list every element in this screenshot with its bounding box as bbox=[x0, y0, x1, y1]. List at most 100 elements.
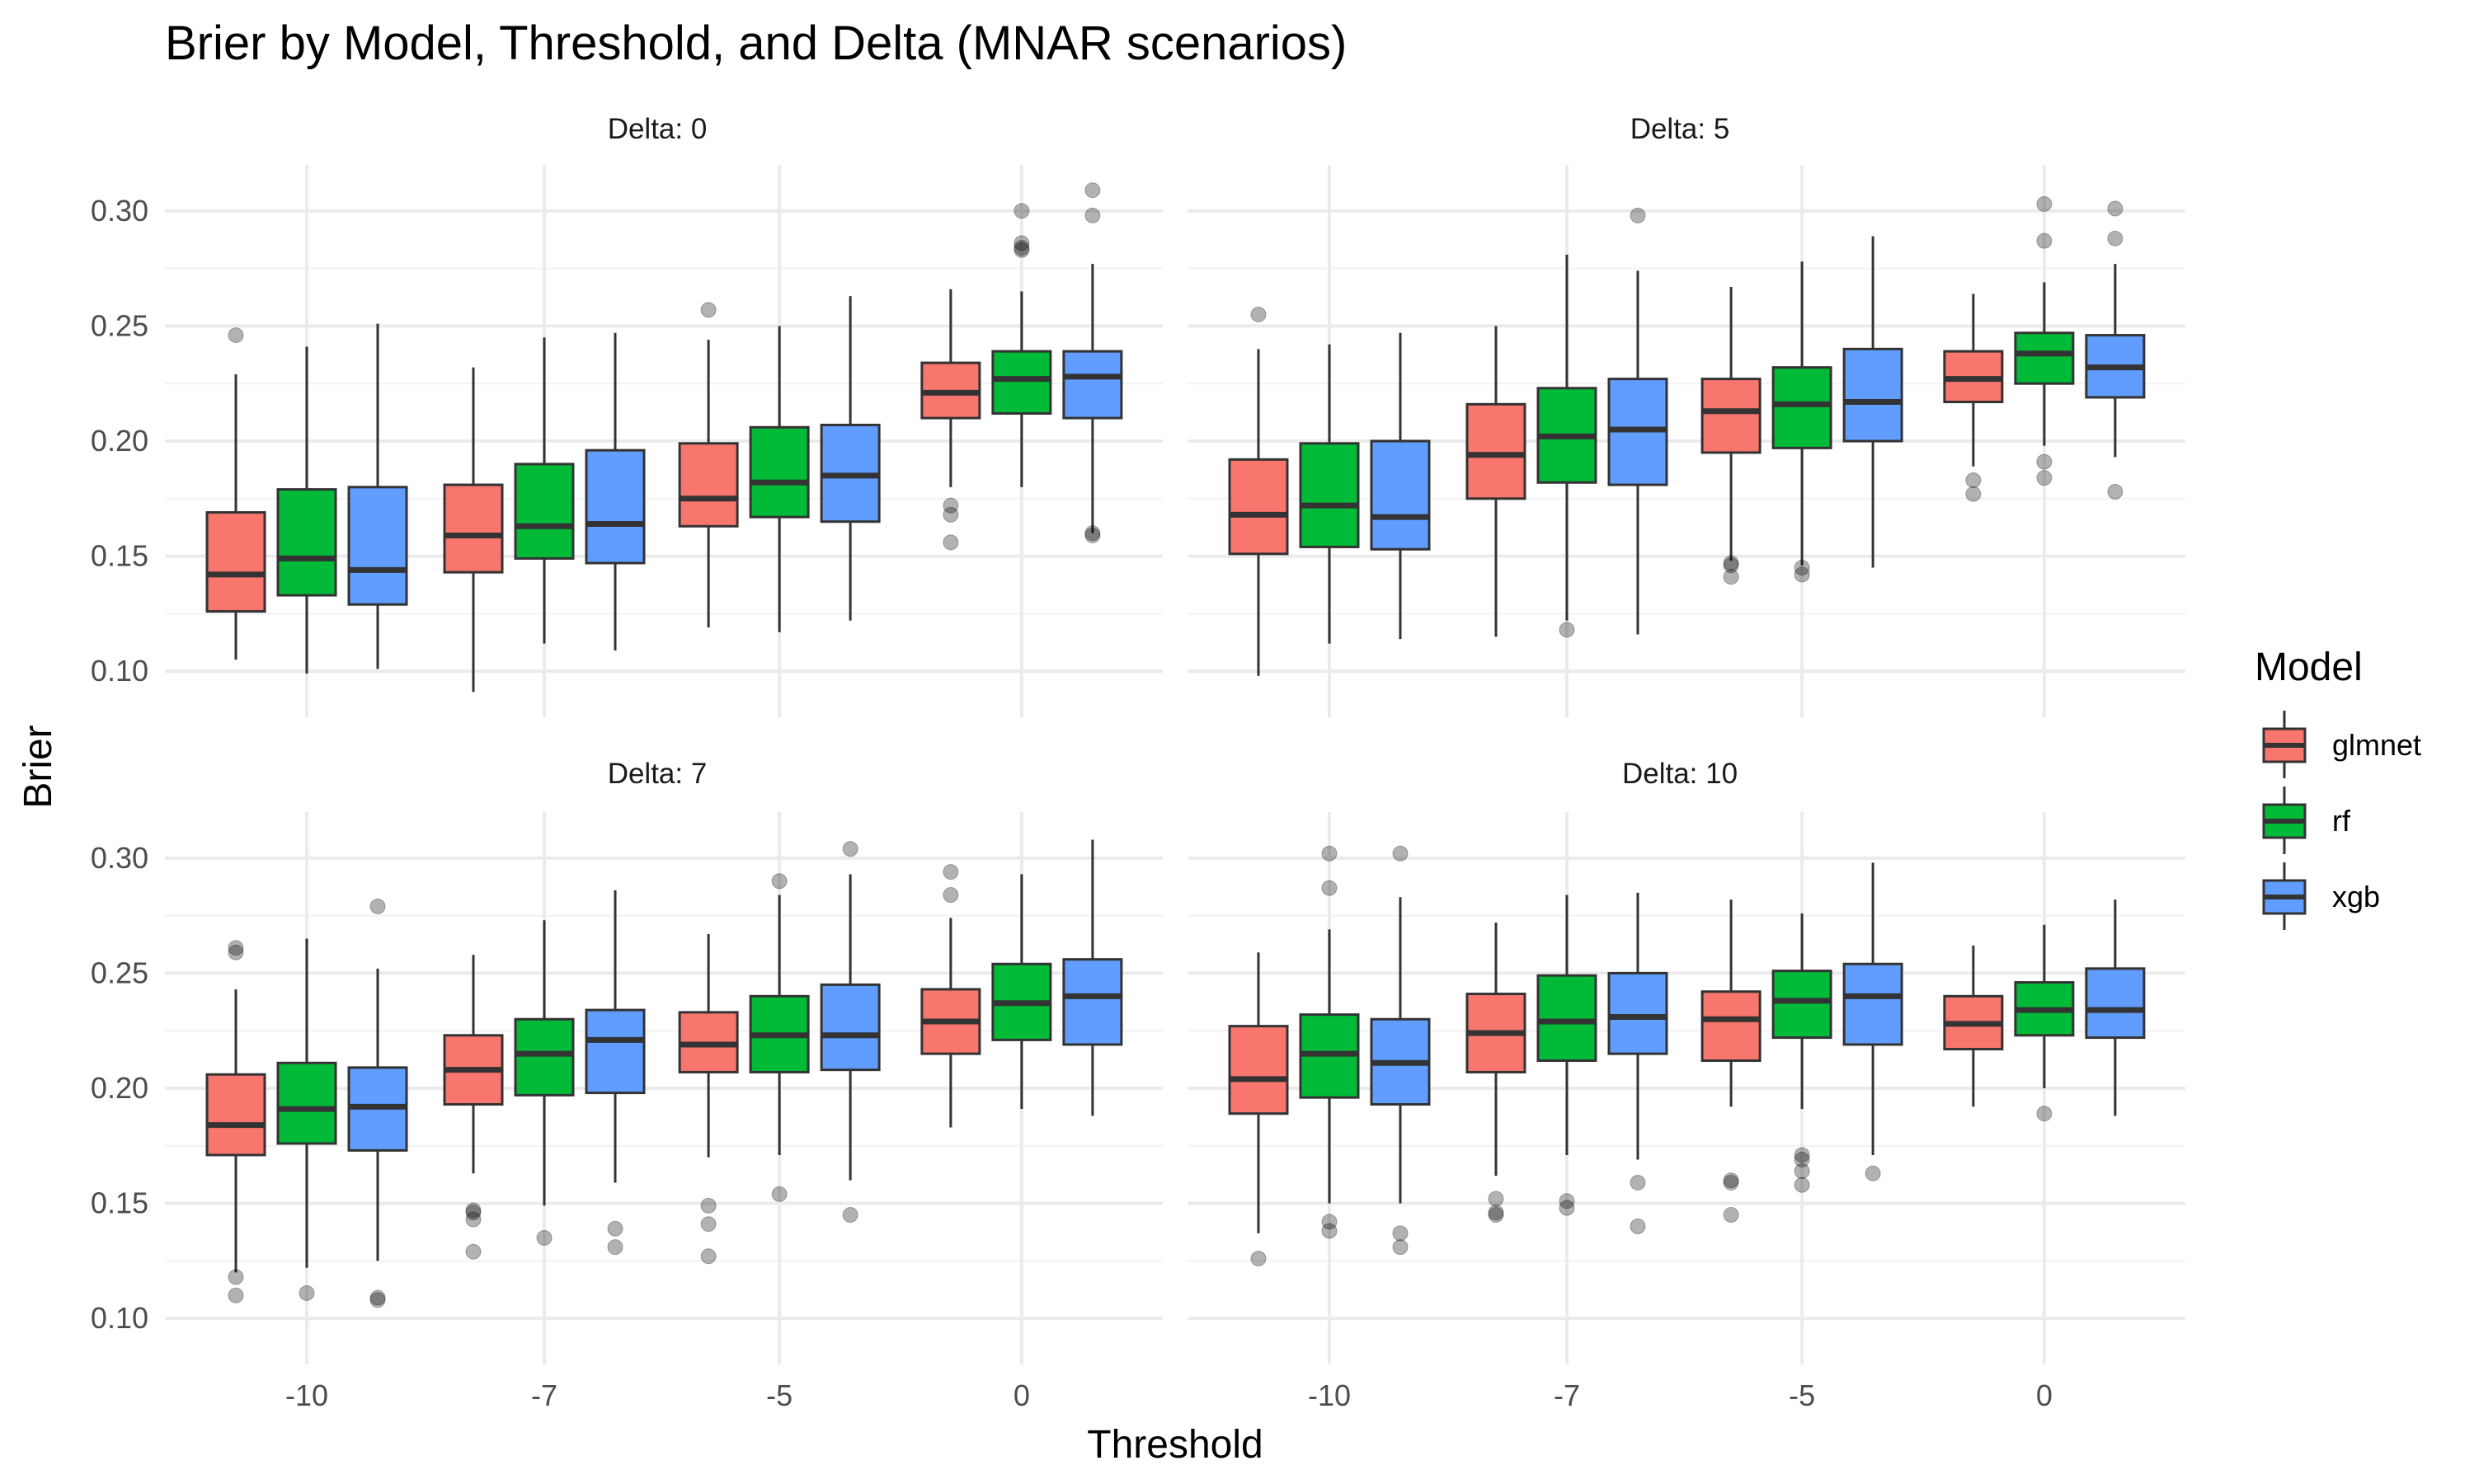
box-xgb bbox=[347, 898, 408, 1308]
outlier-point bbox=[1794, 566, 1810, 583]
outlier-point bbox=[465, 1205, 482, 1221]
x-axis-title: Threshold bbox=[1087, 1423, 1263, 1467]
box-glmnet bbox=[1943, 294, 2004, 502]
box-xgb bbox=[1842, 862, 1903, 1181]
x-tick-label: -5 bbox=[766, 1378, 793, 1412]
outlier-point bbox=[700, 1197, 717, 1214]
box-glmnet bbox=[205, 327, 266, 660]
box-xgb bbox=[347, 323, 408, 669]
x-tick-label: -7 bbox=[531, 1378, 557, 1412]
outlier-point bbox=[2036, 195, 2053, 212]
box-iqr bbox=[1062, 350, 1123, 420]
box-glmnet bbox=[443, 955, 504, 1260]
chart-title: Brier by Model, Threshold, and Delta (MN… bbox=[165, 16, 1347, 70]
outlier-point bbox=[2107, 230, 2124, 247]
outlier-point bbox=[943, 534, 959, 551]
outlier-point bbox=[1084, 525, 1101, 542]
legend: Model glmnet rf xgb bbox=[2255, 646, 2421, 930]
facet-panel: Delta: 0 0.10 0.15 0.20 0.25 0.30 bbox=[91, 113, 1163, 717]
box-glmnet bbox=[678, 933, 739, 1265]
outlier-point bbox=[1014, 242, 1030, 258]
outlier-point bbox=[700, 1248, 717, 1265]
legend-label: glmnet bbox=[2332, 728, 2421, 762]
outlier-point bbox=[2036, 470, 2053, 486]
outlier-point bbox=[2107, 483, 2124, 500]
outlier-point bbox=[1723, 569, 1739, 585]
outlier-point bbox=[1794, 1152, 1810, 1168]
box-glmnet bbox=[920, 289, 981, 551]
outlier-point bbox=[228, 944, 244, 960]
outlier-point bbox=[1723, 555, 1739, 571]
box-iqr bbox=[1842, 962, 1903, 1046]
x-tick-label: -10 bbox=[1308, 1378, 1351, 1412]
outlier-point bbox=[1559, 1200, 1575, 1216]
y-tick-label: 0.10 bbox=[91, 654, 148, 688]
box-xgb bbox=[1062, 182, 1123, 543]
x-tick-label: -10 bbox=[285, 1378, 328, 1412]
box-glmnet bbox=[1228, 306, 1289, 676]
box-glmnet bbox=[1465, 326, 1526, 637]
y-tick-label: 0.25 bbox=[91, 956, 148, 989]
box-iqr bbox=[276, 1061, 337, 1145]
outlier-point bbox=[1250, 1251, 1267, 1267]
outlier-point bbox=[1794, 1147, 1810, 1163]
y-tick-label: 0.20 bbox=[91, 1071, 148, 1105]
outlier-point bbox=[1488, 1190, 1504, 1207]
y-tick-label: 0.30 bbox=[91, 841, 148, 875]
facet-strip-label: Delta: 5 bbox=[1630, 113, 1730, 145]
box-glmnet bbox=[678, 302, 739, 628]
facet-strip-label: Delta: 10 bbox=[1622, 758, 1738, 790]
outlier-point bbox=[536, 1229, 553, 1246]
box-iqr bbox=[678, 442, 739, 528]
outlier-point bbox=[465, 1243, 482, 1260]
outlier-point bbox=[228, 940, 244, 956]
outlier-point bbox=[1084, 207, 1101, 223]
facet-panel: Delta: 7 0.10 0.15 0.20 0.25 0.30 -10 -7 -5 0 bbox=[91, 758, 1163, 1412]
box-iqr bbox=[749, 425, 810, 519]
outlier-point bbox=[465, 1211, 482, 1228]
box-glmnet bbox=[920, 864, 981, 1128]
outlier-point bbox=[1084, 527, 1101, 543]
box-iqr bbox=[1228, 458, 1289, 556]
y-tick-label: 0.25 bbox=[91, 308, 148, 342]
box-iqr bbox=[514, 463, 575, 560]
box-iqr bbox=[1700, 378, 1761, 454]
outlier-point bbox=[1630, 1174, 1646, 1190]
x-tick-label: -7 bbox=[1554, 1378, 1580, 1412]
outlier-point bbox=[1014, 235, 1030, 251]
y-tick-label: 0.10 bbox=[91, 1301, 148, 1335]
box-xgb bbox=[1607, 207, 1668, 635]
y-tick-label: 0.20 bbox=[91, 424, 148, 458]
outlier-point bbox=[228, 1269, 244, 1285]
box-glmnet bbox=[1465, 923, 1526, 1223]
legend-title: Model bbox=[2255, 646, 2363, 689]
outlier-point bbox=[1392, 1239, 1409, 1256]
y-tick-label: 0.30 bbox=[91, 194, 148, 228]
box-xgb bbox=[585, 890, 646, 1256]
box-rf bbox=[2014, 195, 2075, 486]
outlier-point bbox=[369, 1289, 386, 1306]
outlier-point bbox=[1965, 486, 1982, 502]
outlier-point bbox=[1392, 1225, 1409, 1242]
box-rf bbox=[276, 938, 337, 1301]
box-xgb bbox=[1370, 845, 1431, 1256]
box-iqr bbox=[276, 488, 337, 597]
box-xgb bbox=[2085, 899, 2146, 1116]
box-glmnet bbox=[1700, 899, 1761, 1223]
outlier-point bbox=[1321, 1223, 1338, 1239]
legend-key-xgb: xgb bbox=[2262, 862, 2380, 930]
outlier-point bbox=[1630, 1219, 1646, 1234]
outlier-point bbox=[1794, 560, 1810, 576]
box-iqr bbox=[585, 1008, 646, 1095]
outlier-point bbox=[700, 1216, 717, 1233]
outlier-point bbox=[1723, 557, 1739, 574]
outlier-point bbox=[943, 506, 959, 523]
y-tick-label: 0.15 bbox=[91, 539, 148, 573]
box-iqr bbox=[585, 448, 646, 565]
box-rf bbox=[1299, 344, 1360, 644]
outlier-point bbox=[943, 497, 959, 514]
box-iqr bbox=[1771, 366, 1832, 449]
facet-panels: Delta: 0 0.10 0.15 0.20 0.25 0.30 Delta: 5 Delt… bbox=[91, 113, 2185, 1412]
outlier-point bbox=[1321, 845, 1338, 862]
